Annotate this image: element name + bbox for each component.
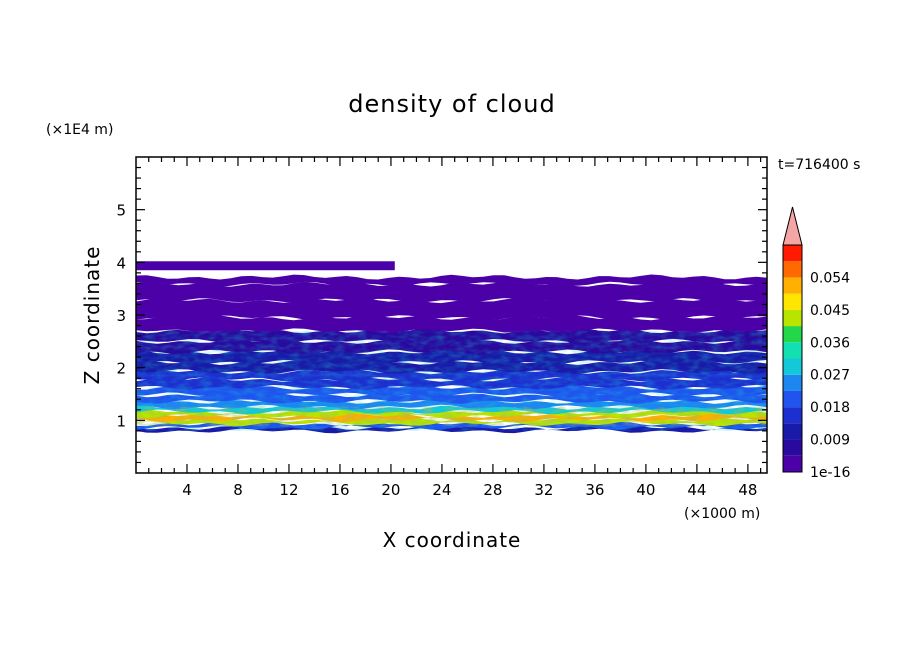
colorbar-swatch [783, 358, 802, 375]
x-tick-label: 48 [738, 481, 757, 499]
colorbar-tick-label: 0.009 [810, 433, 850, 449]
colorbar-swatch [783, 390, 802, 408]
colorbar-swatch [783, 342, 802, 359]
colorbar-tick-label: 0.054 [810, 270, 850, 286]
x-axis-label: X coordinate [383, 528, 522, 552]
colorbar-swatch [783, 423, 802, 440]
x-tick-label: 32 [534, 481, 553, 499]
colorbar-frame [782, 244, 803, 473]
colorbar-tick-label: 0.027 [810, 368, 850, 384]
x-tick-label: 24 [432, 481, 451, 499]
colorbar-swatch [783, 277, 802, 294]
colorbar-tick-label: 1e-16 [810, 465, 850, 481]
time-label: t=716400 s [778, 157, 860, 173]
colorbar-swatch [783, 455, 802, 472]
colorbar-swatch [783, 407, 802, 424]
y-tick-label: 1 [116, 412, 126, 430]
x-tick-label: 28 [483, 481, 502, 499]
x-tick-label: 44 [687, 481, 706, 499]
texture-orange [136, 407, 767, 426]
colorbar: 1e-16 0.009 0.018 0.027 0.036 0.045 0.054 [782, 206, 850, 481]
y-ticks: 1 2 3 4 5 [116, 166, 767, 464]
y-tick-label: 5 [116, 202, 126, 220]
colorbar-swatch [783, 245, 802, 262]
density-band [136, 281, 767, 303]
density-texture [136, 330, 767, 431]
upper-cloud-layer [136, 261, 395, 271]
colorbar-swatch [783, 309, 802, 327]
y-tick-label: 4 [116, 254, 126, 272]
y-tick-label: 3 [116, 307, 126, 325]
z-unit-label: (×1E4 m) [46, 122, 113, 138]
x-tick-label: 4 [182, 481, 192, 499]
density-band [136, 298, 767, 320]
x-ticks: 4 8 12 16 20 24 28 32 36 40 44 48 [148, 157, 762, 499]
density-band [136, 315, 767, 334]
colorbar-swatch [783, 439, 802, 456]
colorbar-extend-arrow [782, 206, 803, 246]
x-tick-label: 36 [585, 481, 604, 499]
x-tick-label: 12 [279, 481, 298, 499]
colorbar-tick-label: 0.018 [810, 400, 850, 416]
chart-title: density of cloud [348, 90, 555, 118]
plot-area [136, 261, 767, 434]
x-tick-label: 8 [233, 481, 243, 499]
colorbar-swatch [783, 374, 802, 391]
colorbar-tick-label: 0.036 [810, 335, 850, 351]
x-tick-label: 40 [636, 481, 655, 499]
density-band [136, 274, 767, 287]
colorbar-swatch [783, 326, 802, 343]
x-tick-label: 16 [330, 481, 349, 499]
x-unit-label: (×1000 m) [684, 506, 760, 522]
colorbar-tick-label: 0.045 [810, 303, 850, 319]
colorbar-swatch [783, 261, 802, 278]
colorbar-swatch [783, 293, 802, 310]
y-tick-label: 2 [116, 360, 126, 378]
x-tick-label: 20 [381, 481, 400, 499]
y-axis-label: Z coordinate [80, 246, 104, 385]
